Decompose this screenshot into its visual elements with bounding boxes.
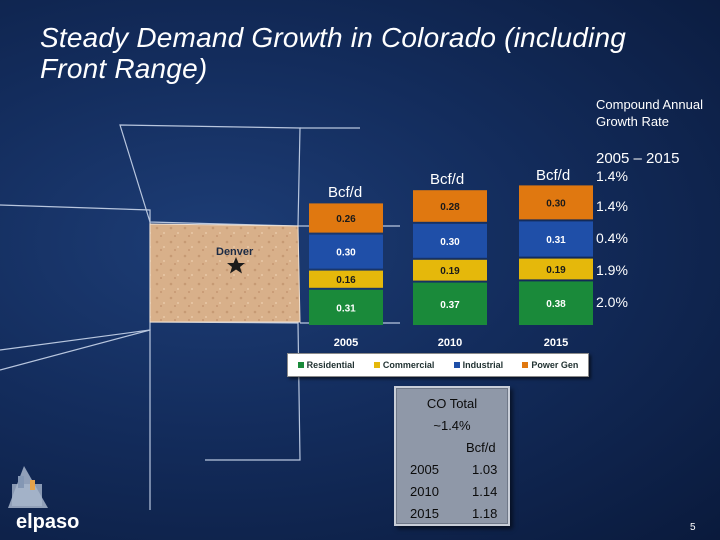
- bar-label-residential-2015: 0.38: [546, 299, 566, 310]
- co-total-year-2015: 2015: [410, 506, 439, 521]
- arizona-outline: [0, 329, 151, 510]
- legend-label: Commercial: [382, 360, 435, 370]
- legend-item-power-gen: Power Gen: [522, 360, 578, 370]
- bar-label-commercial-2005: 0.16: [336, 275, 356, 286]
- bar-power-gen-2005: [309, 203, 383, 233]
- bar-label-residential-2005: 0.31: [336, 303, 356, 314]
- cagr-residential-value: 2.0%: [596, 294, 628, 310]
- legend-swatch: [453, 362, 460, 368]
- denver-star-icon: [227, 257, 245, 274]
- legend-item-industrial: Industrial: [453, 360, 504, 370]
- legend-swatch: [522, 362, 529, 368]
- page-number: 5: [690, 522, 696, 533]
- bcfd-label-2010: Bcf/d: [430, 171, 465, 188]
- co-total-year-2010: 2010: [410, 484, 439, 499]
- co-total-title: CO Total: [426, 396, 478, 411]
- bar-residential-2015: [519, 281, 593, 325]
- legend-label: Power Gen: [531, 360, 579, 370]
- co-total-value-2005: 1.03: [472, 462, 498, 477]
- bar-label-power-gen-2015: 0.30: [546, 198, 566, 209]
- elpaso-logo: elpaso: [8, 466, 79, 533]
- bar-power-gen-2010: [413, 190, 487, 222]
- category-label-2010: 2010: [438, 337, 462, 349]
- bar-residential-2005: [309, 289, 383, 325]
- co-total-year-2005: 2005: [410, 462, 439, 477]
- bar-residential-2010: [413, 282, 487, 325]
- co-total-value-2010: 1.14: [472, 484, 498, 499]
- bar-industrial-2015: [519, 221, 593, 257]
- bar-label-power-gen-2010: 0.28: [440, 202, 460, 213]
- cagr-header: Compound Annual Growth Rate: [596, 97, 703, 129]
- logo-text: elpaso: [16, 511, 79, 533]
- cagr-total-value: 1.4%: [596, 168, 628, 184]
- legend-swatch: [297, 362, 304, 368]
- chart-legend: Residential Commercial Industrial Power Gen: [287, 353, 589, 377]
- legend-item-commercial: Commercial: [373, 360, 435, 370]
- co-total-value-2015: 1.18: [472, 506, 498, 521]
- slide-title: Steady Demand Growth in Colorado (includ…: [40, 22, 627, 84]
- bar-label-commercial-2015: 0.19: [546, 265, 566, 276]
- bar-commercial-2005: [309, 270, 383, 288]
- bar-label-industrial-2005: 0.30: [336, 248, 356, 259]
- co-total-box: CO Total ~1.4% Bcf/d 2005 1.03 2010 1.14…: [394, 386, 510, 526]
- co-total-growth: ~1.4%: [433, 418, 471, 433]
- legend-swatch: [373, 362, 380, 368]
- legend-item-residential: Residential: [297, 360, 355, 370]
- bar-label-industrial-2015: 0.31: [546, 235, 566, 246]
- cagr-industrial-value: 0.4%: [596, 230, 628, 246]
- bar-label-commercial-2010: 0.19: [440, 266, 460, 277]
- bar-industrial-2005: [309, 234, 383, 269]
- bcfd-label-2015: Bcf/d: [536, 167, 571, 184]
- bar-commercial-2015: [519, 258, 593, 280]
- cagr-commercial-value: 1.9%: [596, 262, 628, 278]
- denver-label: Denver: [216, 246, 254, 258]
- colorado-shape: [149, 223, 301, 323]
- category-label-2015: 2015: [544, 337, 568, 349]
- bar-label-residential-2010: 0.37: [440, 300, 460, 311]
- cagr-powergen-value: 1.4%: [596, 198, 628, 214]
- category-label-2005: 2005: [334, 337, 358, 349]
- bar-industrial-2010: [413, 223, 487, 258]
- bar-power-gen-2015: [519, 185, 593, 220]
- co-total-unit: Bcf/d: [466, 440, 496, 455]
- bar-commercial-2010: [413, 259, 487, 281]
- bar-label-power-gen-2005: 0.26: [336, 214, 356, 225]
- legend-label: Residential: [306, 360, 355, 370]
- bar-label-industrial-2010: 0.30: [440, 237, 460, 248]
- bcfd-label-2005: Bcf/d: [328, 184, 363, 201]
- cagr-range: 2005 – 2015: [596, 150, 680, 167]
- legend-label: Industrial: [462, 360, 504, 370]
